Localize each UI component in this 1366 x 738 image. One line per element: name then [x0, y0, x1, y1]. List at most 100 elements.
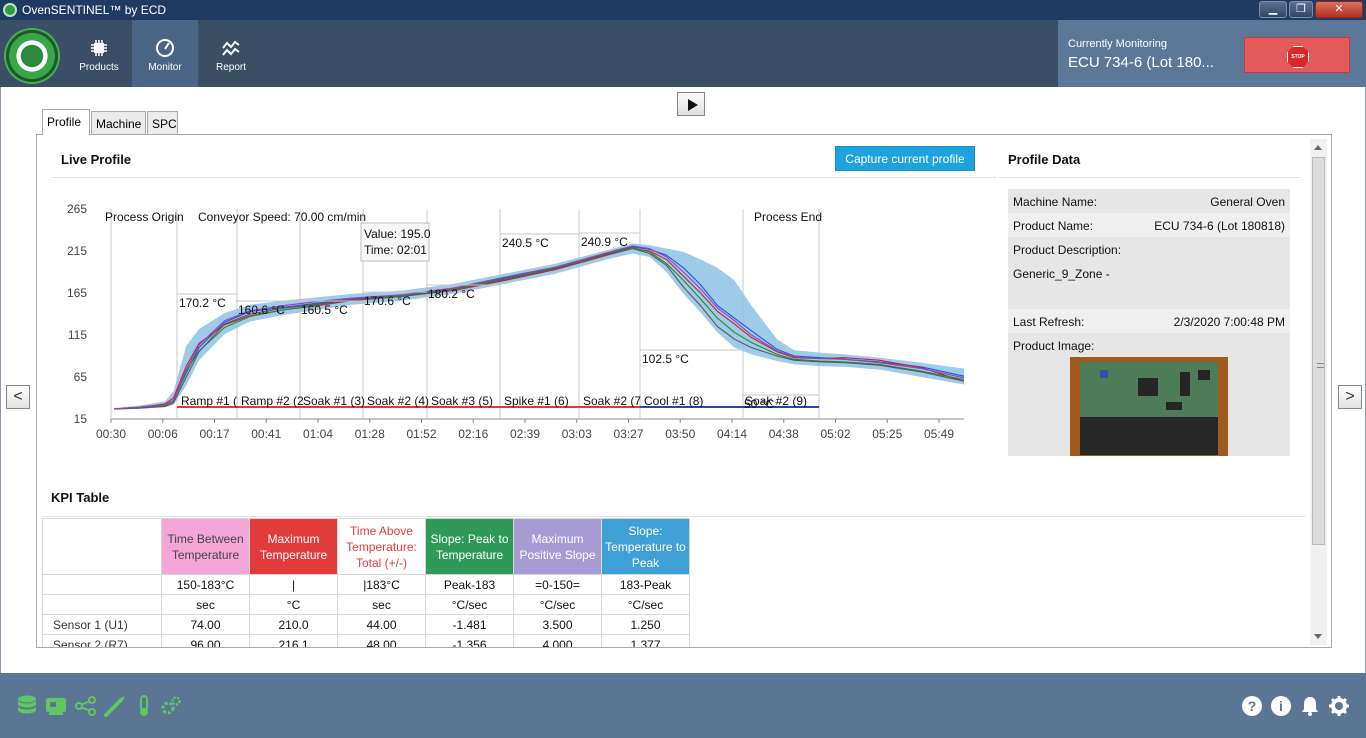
stop-sign-icon: STOP	[1287, 46, 1309, 68]
probe-icon[interactable]	[103, 694, 127, 718]
x-tick-label: 01:52	[406, 427, 436, 441]
kpi-value-cell: -1.481	[425, 614, 514, 635]
scroll-down-icon[interactable]	[1314, 634, 1322, 639]
database-icon[interactable]	[15, 694, 39, 718]
thermometer-icon[interactable]	[132, 694, 156, 718]
last-refresh-label: Last Refresh:	[1013, 315, 1085, 329]
nav-monitor[interactable]: Monitor	[132, 20, 198, 87]
kpi-header-cell: Time Above Temperature: Total (+/-)	[337, 518, 426, 575]
x-tick-label: 05:49	[924, 427, 954, 441]
y-tick-label: 165	[67, 286, 87, 300]
zone-temp-label: 160.5 °C	[301, 303, 348, 317]
x-tick-label: 03:50	[665, 427, 695, 441]
tab-profile[interactable]: Profile	[42, 109, 90, 135]
share-icon[interactable]	[74, 694, 98, 718]
kpi-value-cell: 210.0	[249, 614, 338, 635]
sensor-line	[113, 247, 965, 410]
kpi-range-cell: Peak-183	[425, 574, 514, 595]
app-header: Products Monitor Report Currently Monito…	[0, 20, 1366, 87]
bell-icon[interactable]	[1299, 695, 1321, 717]
svg-text:?: ?	[1248, 698, 1257, 714]
product-description-value: Generic_9_Zone -	[1013, 267, 1110, 281]
kpi-unit-cell: °C/sec	[513, 594, 602, 615]
nav-report-label: Report	[215, 62, 246, 73]
product-name-value: ECU 734-6 (Lot 180818)	[1154, 219, 1285, 233]
nav-report[interactable]: Report	[198, 20, 264, 87]
x-tick-label: 05:25	[872, 427, 902, 441]
stop-button[interactable]: STOP	[1244, 37, 1350, 73]
zone-name-label: Ramp #1 (	[181, 394, 237, 408]
product-description-label: Product Description:	[1013, 243, 1122, 257]
kpi-table-title: KPI Table	[51, 490, 110, 505]
zone-temp-label: 160.6 °C	[238, 303, 285, 317]
sensor-name: Sensor 2 (R7)	[42, 634, 162, 647]
tab-spc[interactable]: SPC	[147, 111, 178, 134]
gears-icon[interactable]	[159, 694, 183, 718]
tooltip-time: Time: 02:01	[364, 243, 427, 257]
x-tick-label: 03:03	[562, 427, 592, 441]
zone-name-label: Ramp #2 (2	[241, 394, 304, 408]
settings-icon[interactable]	[1328, 695, 1350, 717]
zone-name-label: Spike #1 (6)	[504, 394, 569, 408]
kpi-header-cell: Maximum Temperature	[249, 518, 338, 575]
kpi-header-row: Time Between Temperature Maximum Tempera…	[42, 518, 690, 575]
vertical-scrollbar[interactable]	[1310, 139, 1327, 645]
kpi-value-cell: 1.377	[601, 634, 690, 647]
kpi-unit-cell: sec	[337, 594, 426, 615]
x-tick-label: 05:02	[820, 427, 850, 441]
kpi-header-cell: Maximum Positive Slope	[513, 518, 602, 575]
zone-name-label: Cool #1 (8)	[644, 394, 703, 408]
pcb-connector	[1080, 417, 1218, 455]
svg-text:i: i	[1279, 698, 1283, 714]
scroll-up-icon[interactable]	[1314, 145, 1322, 150]
title-bar: OvenSENTINEL™ by ECD ▁ ❐ ✕	[0, 0, 1366, 20]
capture-profile-button[interactable]: Capture current profile	[835, 146, 975, 171]
chip-icon	[91, 40, 107, 56]
kpi-range-cell: |	[249, 574, 338, 595]
kpi-header-cell: Slope: Temperature to Peak	[601, 518, 690, 575]
main-content: Profile Machine SPC < > Live Profile Cap…	[0, 87, 1366, 673]
x-tick-label: 01:04	[303, 427, 333, 441]
currently-monitoring-panel: Currently Monitoring ECU 734-6 (Lot 180.…	[1058, 20, 1366, 87]
machine-name-row: Machine Name: General Oven	[1008, 189, 1290, 213]
close-button[interactable]: ✕	[1315, 1, 1363, 18]
profile-data-box: Machine Name: General Oven Product Name:…	[1008, 189, 1290, 456]
table-row[interactable]: Sensor 2 (R7) 96.00 216.1 48.00 -1.356 4…	[42, 634, 690, 647]
tab-machine[interactable]: Machine	[91, 111, 146, 134]
play-button[interactable]	[677, 92, 705, 116]
maximize-button[interactable]: ❐	[1289, 1, 1313, 18]
x-tick-label: 00:30	[96, 427, 126, 441]
divider	[42, 516, 1306, 517]
sensor-line	[113, 247, 965, 410]
trend-icon	[222, 40, 240, 56]
nav-products[interactable]: Products	[66, 20, 132, 87]
kpi-range-cell: |183°C	[337, 574, 426, 595]
previous-arrow-button[interactable]: <	[6, 385, 30, 409]
kpi-header-cell: Time Between Temperature	[161, 518, 250, 575]
scrollbar-thumb[interactable]	[1312, 157, 1325, 545]
x-tick-label: 01:28	[355, 427, 385, 441]
live-profile-title: Live Profile	[61, 152, 132, 167]
play-icon	[688, 99, 698, 111]
product-image-row: Product Image:	[1008, 333, 1290, 357]
last-refresh-value: 2/3/2020 7:00:48 PM	[1173, 315, 1285, 329]
minimize-button[interactable]: ▁	[1259, 1, 1287, 18]
help-icon[interactable]: ?	[1241, 695, 1263, 717]
x-tick-label: 02:39	[510, 427, 540, 441]
product-name-row: Product Name: ECU 734-6 (Lot 180818)	[1008, 213, 1290, 237]
zone-temp-label: 240.5 °C	[502, 236, 549, 250]
y-tick-label: 115	[68, 328, 87, 342]
next-arrow-button[interactable]: >	[1338, 385, 1362, 409]
y-tick-label: 265	[67, 202, 87, 216]
monitoring-value: ECU 734-6 (Lot 180...	[1068, 54, 1214, 71]
kpi-range-cell: =0-150=	[513, 574, 602, 595]
zone-name-label: Soak #2 (7	[583, 394, 641, 408]
kpi-value-cell: 1.250	[601, 614, 690, 635]
info-icon[interactable]: i	[1270, 695, 1292, 717]
zone-name-label: Soak #1 (3)	[303, 394, 365, 408]
table-row[interactable]: Sensor 1 (U1) 74.00 210.0 44.00 -1.481 3…	[42, 614, 690, 635]
kpi-value-cell: 44.00	[337, 614, 426, 635]
kpi-range-cell: 150-183°C	[161, 574, 250, 595]
divider	[51, 177, 996, 178]
board-icon[interactable]	[44, 694, 68, 718]
